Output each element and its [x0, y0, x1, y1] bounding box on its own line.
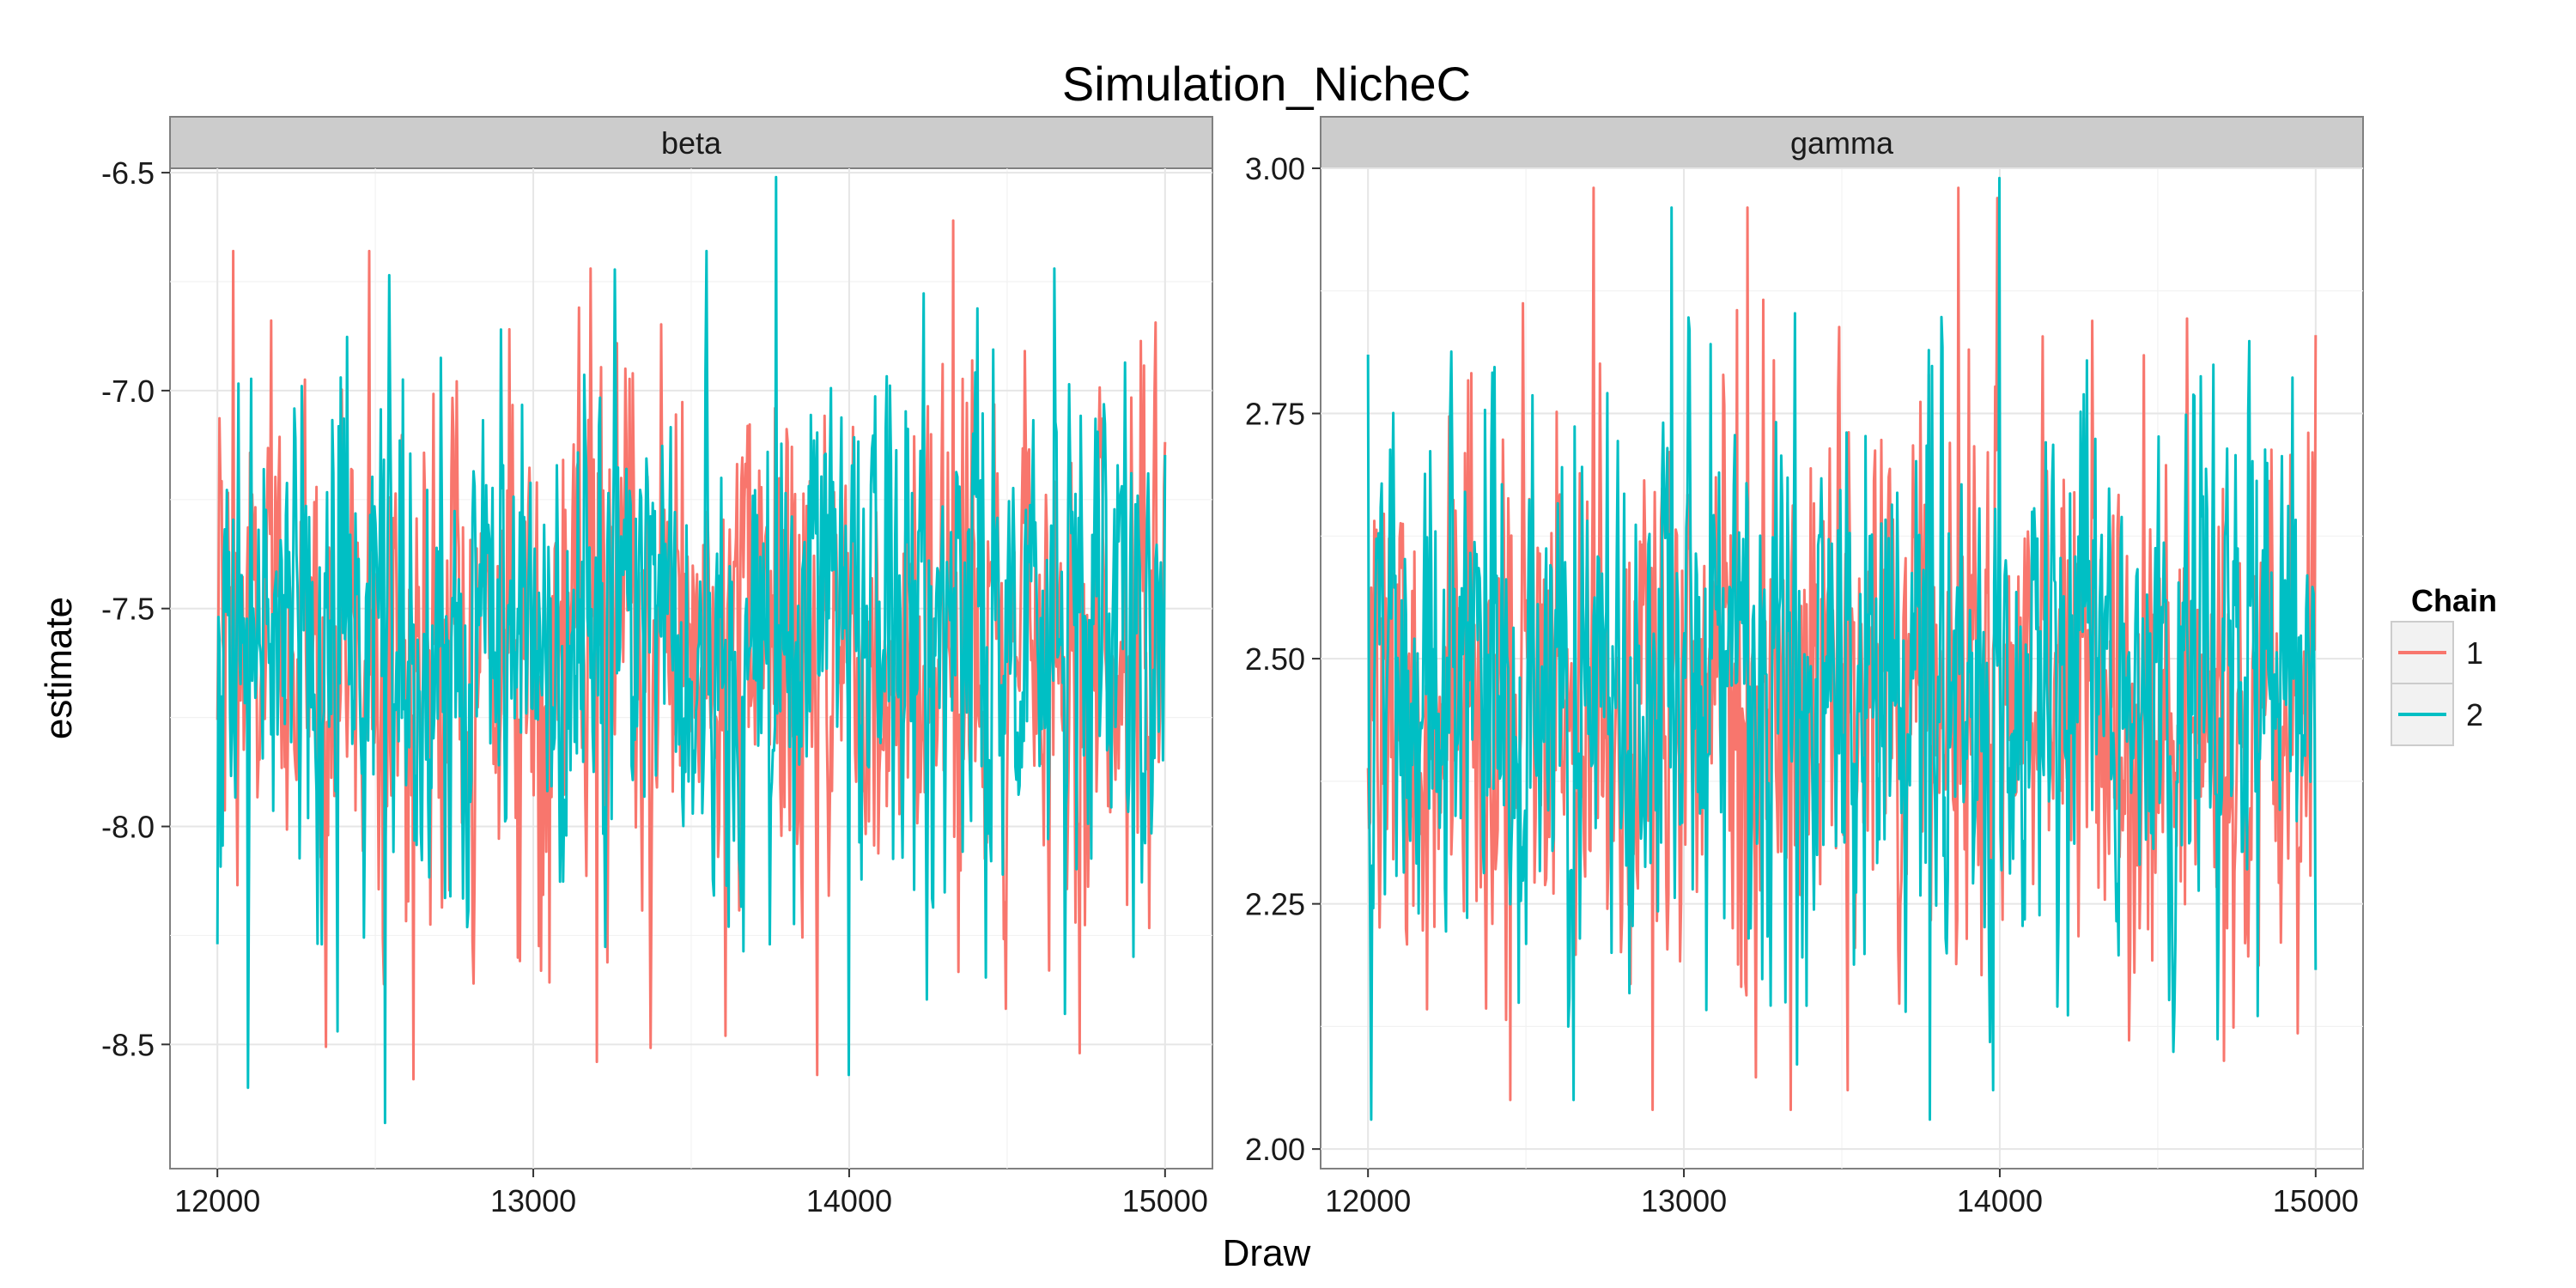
facet-strip-label-beta: beta: [661, 125, 722, 161]
x-tick-label: 13000: [1641, 1183, 1727, 1218]
y-tick-label: -8.5: [101, 1027, 155, 1062]
facet-panel-gamma: gamma 12000 13000 14000 15000 2.00 2.25 2.50 2.…: [1245, 116, 2364, 1218]
facet-strip-gamma: [1320, 116, 2364, 169]
gridlines-beta: [170, 168, 1212, 1169]
facet-strip-beta: [169, 116, 1213, 169]
facet-panel-beta: beta 12000 13000 14000 15000 -8.5 -8.0 -7.5 -7.…: [101, 116, 1213, 1218]
x-tick-label: 15000: [2273, 1183, 2359, 1218]
legend-title: Chain: [2411, 583, 2497, 618]
legend-label-chain-1: 1: [2466, 635, 2483, 671]
x-tick-label: 12000: [1325, 1183, 1411, 1218]
trace-lines-gamma: [1366, 176, 2318, 1121]
legend: Chain 12: [2391, 583, 2497, 746]
y-tick-label: -6.5: [101, 155, 155, 191]
axes-beta: 12000 13000 14000 15000 -8.5 -8.0 -7.5 -7.0 -6.5: [101, 155, 1208, 1218]
y-tick-label: -7.5: [101, 592, 155, 627]
x-tick-label: 15000: [1122, 1183, 1208, 1218]
x-tick-label: 14000: [806, 1183, 892, 1218]
y-tick-label: 2.25: [1245, 887, 1305, 922]
x-axis-title: Draw: [1223, 1232, 1311, 1274]
y-tick-label: 3.00: [1245, 151, 1305, 186]
y-tick-label: 2.50: [1245, 641, 1305, 677]
x-tick-label: 13000: [490, 1183, 576, 1218]
facet-strip-label-gamma: gamma: [1790, 125, 1894, 161]
trace-line-chain-2-beta: [216, 175, 1167, 1125]
y-tick-label: 2.75: [1245, 397, 1305, 432]
trace-lines-beta: [216, 175, 1167, 1125]
legend-label-chain-2: 2: [2466, 697, 2483, 732]
y-axis-title: estimate: [38, 597, 80, 739]
y-tick-label: -8.0: [101, 810, 155, 845]
legend-keys: 12: [2391, 621, 2483, 746]
y-tick-label: 2.00: [1245, 1132, 1305, 1167]
x-tick-label: 12000: [174, 1183, 260, 1218]
axes-gamma: 12000 13000 14000 15000 2.00 2.25 2.50 2.75 3.00: [1245, 151, 2359, 1218]
trace-line-chain-2-gamma: [1366, 176, 2318, 1121]
y-tick-label: -7.0: [101, 374, 155, 409]
plot-title: Simulation_NicheC: [1062, 57, 1471, 111]
x-tick-label: 14000: [1957, 1183, 2043, 1218]
